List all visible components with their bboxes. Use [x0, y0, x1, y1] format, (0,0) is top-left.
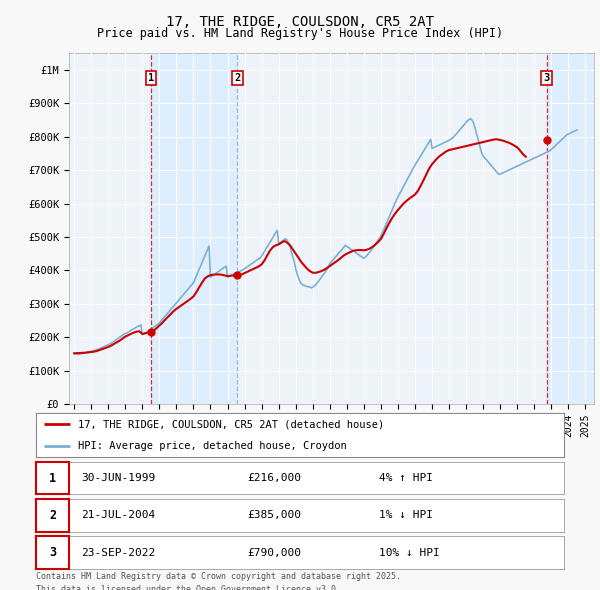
Text: £790,000: £790,000	[247, 548, 301, 558]
Text: £385,000: £385,000	[247, 510, 301, 520]
Text: 21-JUL-2004: 21-JUL-2004	[81, 510, 155, 520]
Text: HPI: Average price, detached house, Croydon: HPI: Average price, detached house, Croy…	[78, 441, 347, 451]
Text: 17, THE RIDGE, COULSDON, CR5 2AT: 17, THE RIDGE, COULSDON, CR5 2AT	[166, 15, 434, 29]
Text: 3: 3	[49, 546, 56, 559]
Text: 1% ↓ HPI: 1% ↓ HPI	[379, 510, 433, 520]
Text: 4% ↑ HPI: 4% ↑ HPI	[379, 473, 433, 483]
Text: 1: 1	[49, 471, 56, 485]
Text: Price paid vs. HM Land Registry's House Price Index (HPI): Price paid vs. HM Land Registry's House …	[97, 27, 503, 40]
Text: 3: 3	[544, 73, 550, 83]
Text: Contains HM Land Registry data © Crown copyright and database right 2025.: Contains HM Land Registry data © Crown c…	[36, 572, 401, 581]
Text: 23-SEP-2022: 23-SEP-2022	[81, 548, 155, 558]
Text: 30-JUN-1999: 30-JUN-1999	[81, 473, 155, 483]
Text: 2: 2	[234, 73, 241, 83]
Text: 17, THE RIDGE, COULSDON, CR5 2AT (detached house): 17, THE RIDGE, COULSDON, CR5 2AT (detach…	[78, 419, 385, 429]
Bar	[151, 53, 238, 404]
Text: 10% ↓ HPI: 10% ↓ HPI	[379, 548, 440, 558]
Text: £216,000: £216,000	[247, 473, 301, 483]
Text: 1: 1	[148, 73, 154, 83]
Text: This data is licensed under the Open Government Licence v3.0.: This data is licensed under the Open Gov…	[36, 585, 341, 590]
Text: 2: 2	[49, 509, 56, 522]
Bar	[547, 53, 594, 404]
